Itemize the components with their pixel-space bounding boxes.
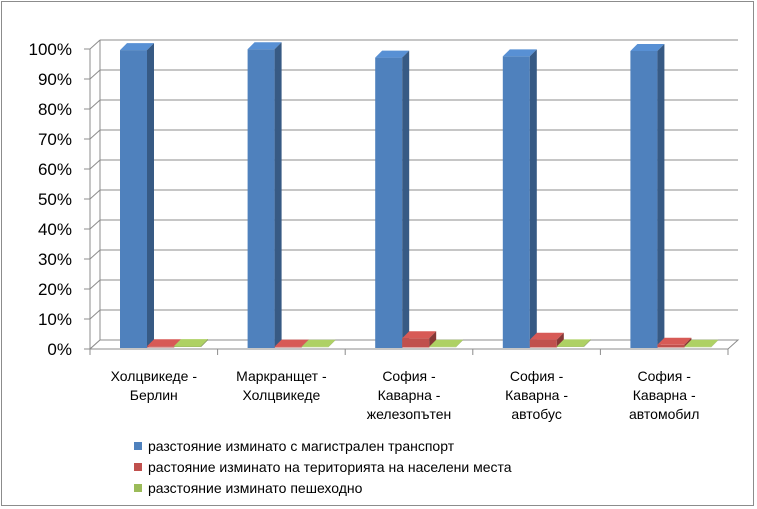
bar bbox=[429, 346, 457, 348]
bar-top bbox=[657, 337, 692, 345]
y-tick-label: 80% bbox=[38, 100, 72, 119]
bar bbox=[120, 50, 147, 348]
bar bbox=[375, 57, 403, 348]
bar-top bbox=[120, 43, 154, 51]
y-tick-label: 10% bbox=[38, 310, 72, 329]
bar-top bbox=[630, 44, 665, 51]
gridline-side bbox=[89, 309, 101, 320]
bar bbox=[147, 346, 174, 348]
bar-top bbox=[502, 49, 537, 57]
bar-side bbox=[711, 339, 719, 347]
bar bbox=[657, 344, 685, 348]
legend-label: разстояние изминато с магистрален трансп… bbox=[148, 438, 455, 454]
bar-top bbox=[529, 332, 564, 340]
x-tick-label: железопътен bbox=[367, 406, 452, 422]
bar-side bbox=[147, 43, 154, 348]
gridline-side bbox=[89, 99, 101, 110]
legend-label: разстояние изминато пешеходно bbox=[148, 480, 363, 496]
gridline-side bbox=[89, 249, 101, 260]
bar-top bbox=[174, 339, 208, 347]
bar bbox=[502, 56, 530, 349]
y-tick-label: 90% bbox=[38, 70, 72, 89]
bar bbox=[684, 346, 712, 348]
bar-side bbox=[429, 331, 437, 348]
x-tick-label: Холцвикеде - bbox=[111, 368, 198, 384]
x-tick-label: Маркранщет - bbox=[236, 368, 327, 384]
bar-side bbox=[456, 339, 464, 347]
y-tick-label: 60% bbox=[38, 160, 72, 179]
x-tick-label: Каварна - bbox=[633, 387, 696, 403]
y-tick-label: 100% bbox=[29, 40, 72, 59]
bar-top bbox=[684, 339, 719, 347]
y-tick-label: 30% bbox=[38, 250, 72, 269]
bar-top bbox=[247, 42, 282, 50]
x-tick-label: автомобил bbox=[629, 406, 699, 422]
x-tick-label: София - bbox=[638, 368, 692, 384]
bar-top bbox=[301, 339, 336, 347]
legend-swatch bbox=[134, 484, 142, 492]
gridline-side bbox=[89, 159, 101, 170]
bar-top bbox=[375, 50, 410, 58]
x-tick-label: София - bbox=[382, 368, 436, 384]
legend-swatch bbox=[134, 463, 142, 471]
bar-side bbox=[657, 44, 665, 348]
y-tick-label: 50% bbox=[38, 190, 72, 209]
bar-top bbox=[147, 339, 181, 347]
bar-side bbox=[583, 339, 591, 347]
x-tick-label: София - bbox=[510, 368, 564, 384]
x-tick-label: Каварна - bbox=[505, 387, 568, 403]
bar bbox=[402, 338, 430, 348]
gridline-side bbox=[89, 129, 101, 140]
bar bbox=[247, 49, 275, 348]
x-tick-label: Каварна - bbox=[378, 387, 441, 403]
bar bbox=[174, 346, 201, 347]
x-tick-label: Берлин bbox=[130, 387, 178, 403]
gridline-side bbox=[89, 69, 101, 80]
bar-side bbox=[201, 339, 208, 347]
legend-swatch bbox=[134, 442, 142, 450]
bar bbox=[301, 346, 329, 348]
bar bbox=[529, 339, 557, 348]
y-tick-label: 0% bbox=[47, 340, 72, 359]
y-tick-label: 40% bbox=[38, 220, 72, 239]
y-tick-label: 20% bbox=[38, 280, 72, 299]
gridline-side bbox=[89, 219, 101, 230]
x-tick-label: Холцвикеде bbox=[242, 387, 320, 403]
gridline-side bbox=[89, 39, 101, 50]
bar bbox=[274, 346, 302, 348]
bar-top bbox=[402, 331, 437, 339]
bar-side bbox=[556, 332, 564, 348]
legend-label: растояние изминато на територията на нас… bbox=[148, 459, 512, 475]
bar-top bbox=[556, 339, 591, 347]
x-tick-label: автобус bbox=[511, 406, 562, 422]
bar bbox=[630, 51, 658, 348]
gridline-side bbox=[89, 189, 101, 200]
bar-top bbox=[429, 339, 464, 347]
bar bbox=[556, 346, 584, 347]
bar-side bbox=[328, 339, 336, 347]
bar-top bbox=[274, 339, 309, 347]
bar-side bbox=[529, 49, 537, 349]
bar-side bbox=[402, 50, 410, 348]
y-tick-label: 70% bbox=[38, 130, 72, 149]
gridline-side bbox=[89, 279, 101, 290]
bar-side bbox=[274, 42, 282, 348]
